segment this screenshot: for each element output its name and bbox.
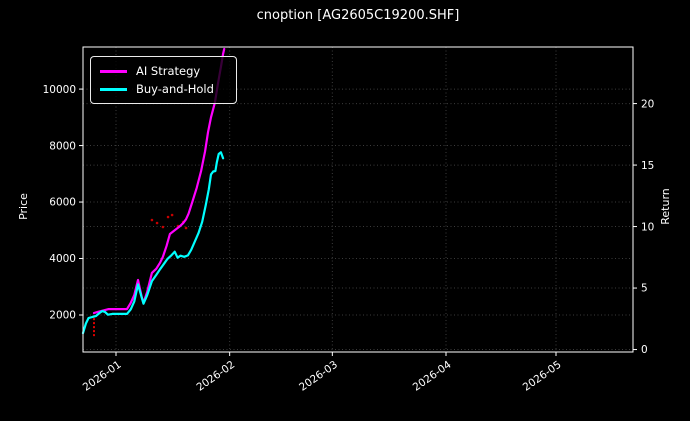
y-tick-label-right: 0 (641, 344, 648, 356)
x-tick-label: 2026-02 (194, 359, 237, 394)
legend-label-ai-strategy: AI Strategy (136, 64, 201, 78)
y-tick-label-left: 6000 (49, 197, 76, 209)
x-tick-label: 2026-03 (297, 359, 340, 394)
y-tick-label-right: 15 (641, 160, 654, 172)
red-dot (166, 215, 170, 219)
y-tick-label-right: 20 (641, 98, 654, 110)
x-tick-label: 2026-01 (81, 359, 124, 394)
plot-border (82, 46, 634, 353)
red-dot (150, 218, 154, 222)
y-tick-label-right: 5 (641, 283, 648, 295)
chart-title: cnoption [AG2605C19200.SHF] (256, 8, 460, 23)
legend: AI Strategy Buy-and-Hold (90, 56, 237, 104)
red-dot (161, 225, 165, 229)
y-tick-label-left: 8000 (49, 140, 76, 152)
y-tick-label-right: 10 (641, 221, 654, 233)
legend-swatch-buy-and-hold (100, 87, 127, 91)
red-dot (184, 226, 188, 230)
x-tick-label: 2026-05 (521, 359, 564, 394)
legend-swatch-ai-strategy (100, 70, 127, 74)
red-dot (170, 213, 174, 217)
y-tick-label-left: 4000 (49, 253, 76, 265)
red-dot (155, 221, 159, 225)
series-line-buy-and-hold (81, 151, 225, 335)
x-tick-label: 2026-04 (411, 359, 454, 394)
y-tick-label-left: 2000 (49, 310, 76, 322)
y-axis-label-left: Price (16, 193, 30, 220)
y-axis-label-right: Return (659, 188, 673, 225)
legend-item-ai-strategy: AI Strategy (100, 63, 227, 81)
legend-label-buy-and-hold: Buy-and-Hold (136, 81, 214, 96)
series-line-ai-strategy (92, 47, 226, 315)
legend-item-buy-and-hold: Buy-and-Hold (100, 81, 227, 99)
y-tick-label-left: 10000 (43, 84, 76, 96)
